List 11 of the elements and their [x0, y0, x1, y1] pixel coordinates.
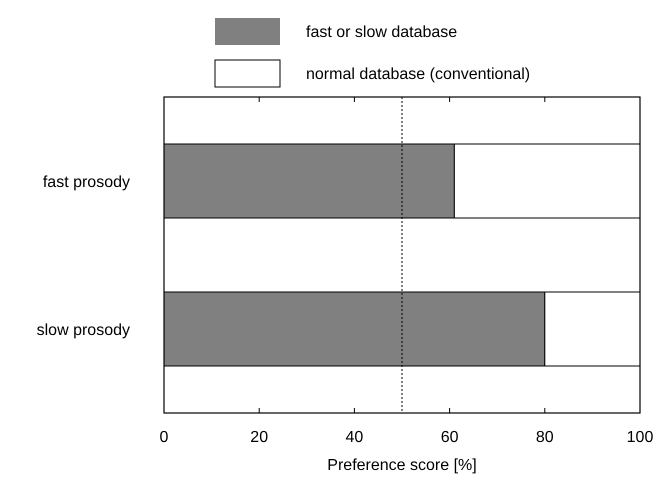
legend-label: normal database (conventional)	[306, 66, 530, 83]
legend-label: fast or slow database	[306, 24, 458, 41]
x-tick-label: 100	[626, 429, 654, 446]
y-tick-label: fast prosody	[42, 174, 130, 191]
x-tick-label: 80	[536, 429, 554, 446]
x-tick-label: 0	[160, 429, 169, 446]
y-tick-label: slow prosody	[36, 322, 130, 339]
x-tick-label: 20	[250, 429, 268, 446]
x-tick-label: 40	[346, 429, 364, 446]
x-axis-title: Preference score [%]	[327, 457, 477, 474]
x-tick-label: 60	[440, 429, 459, 446]
